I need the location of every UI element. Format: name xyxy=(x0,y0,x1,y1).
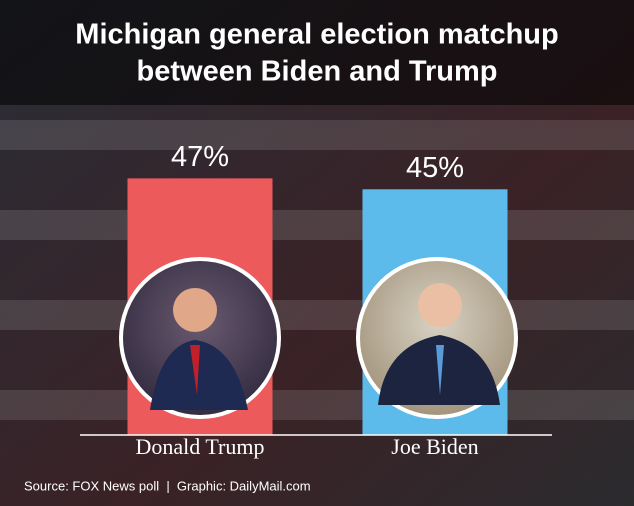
chart-title: Michigan general election matchup xyxy=(75,19,558,51)
value-label: 47% xyxy=(171,141,229,173)
chart-title: between Biden and Trump xyxy=(137,56,498,88)
photo-trump xyxy=(119,257,281,419)
title-band xyxy=(0,0,634,105)
value-label: 45% xyxy=(406,152,464,184)
flag-stripes xyxy=(0,120,634,420)
x-tick-label: Joe Biden xyxy=(391,434,478,459)
x-tick-label: Donald Trump xyxy=(136,434,265,459)
photo-biden xyxy=(356,257,518,419)
source-note: Source: FOX News poll | Graphic: DailyMa… xyxy=(24,478,311,493)
